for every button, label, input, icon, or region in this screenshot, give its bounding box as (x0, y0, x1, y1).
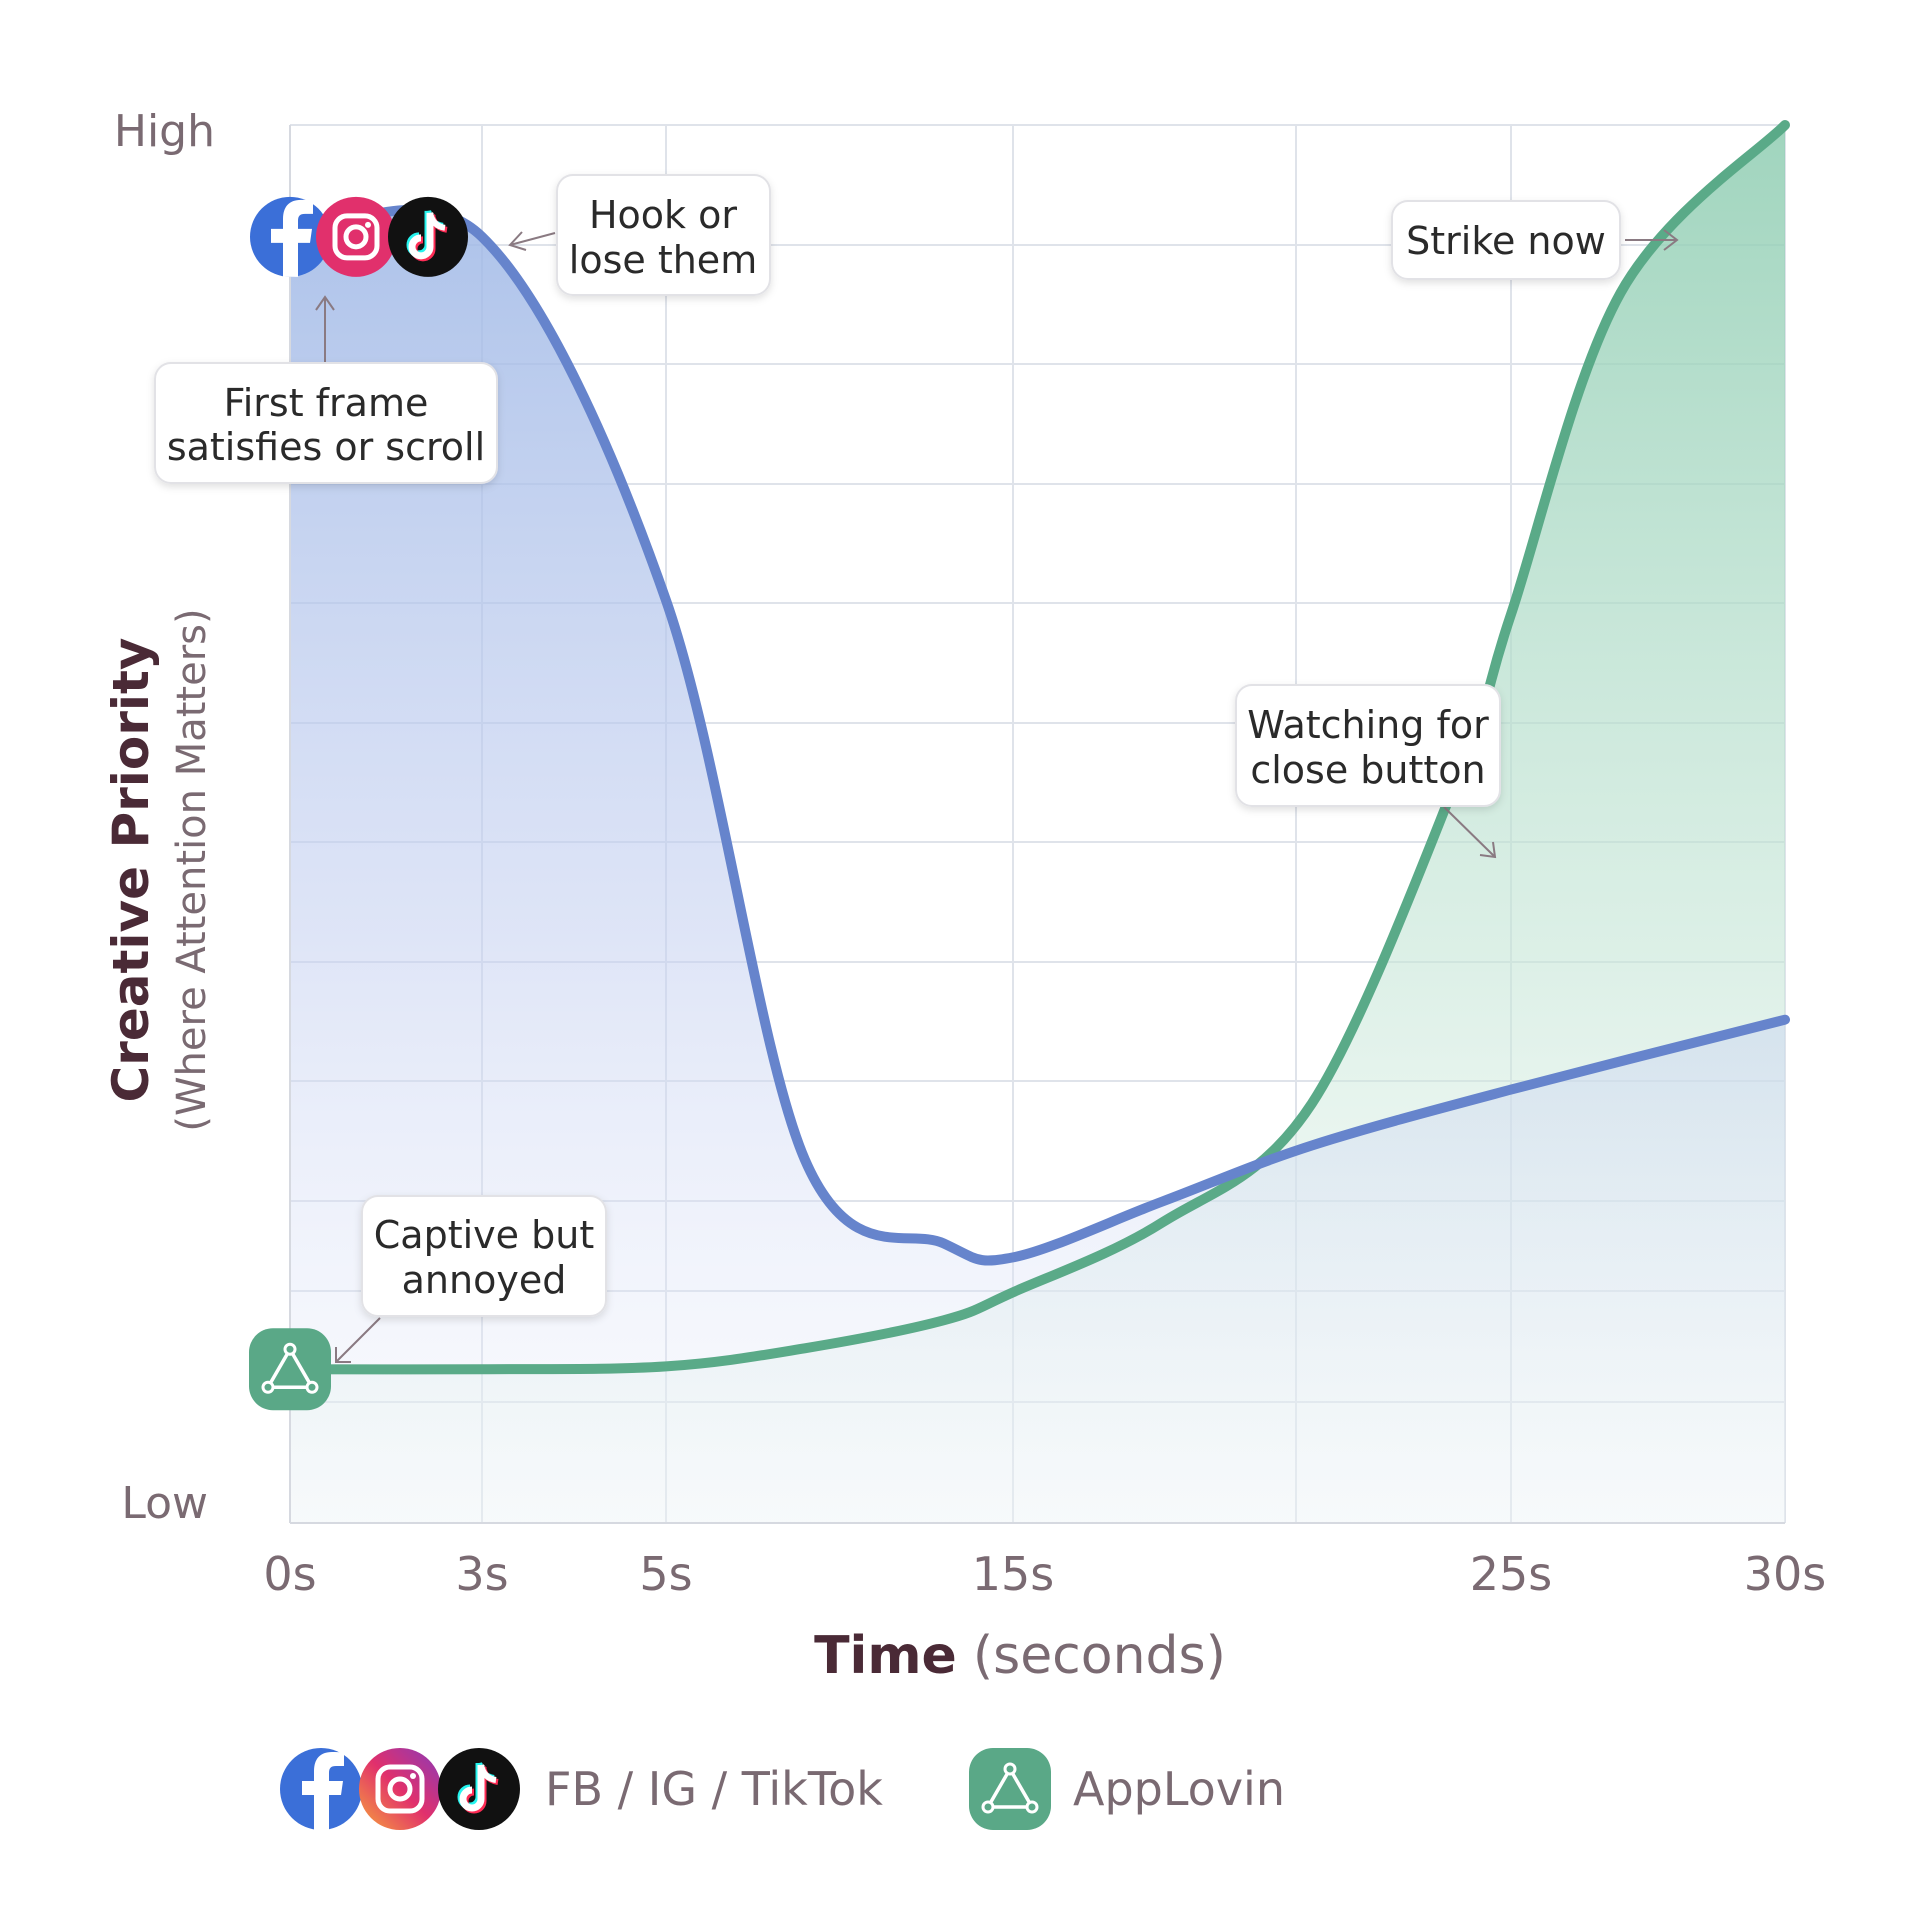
annotation-watching-line-1: Watching for (1247, 703, 1489, 747)
annotation-hook: Hook or lose them (510, 175, 770, 295)
annotation-hook-line-1: Hook or (589, 193, 737, 237)
instagram-icon (316, 197, 396, 277)
x-tick-label: 3s (455, 1547, 508, 1601)
annotation-captive-line-2: annoyed (402, 1258, 567, 1302)
x-axis-title: Time (seconds) (814, 1626, 1226, 1686)
y-axis-subtitle: (Where Attention Matters) (169, 608, 215, 1131)
tiktok-icon (438, 1748, 520, 1830)
annotation-strike-text: Strike now (1406, 219, 1606, 263)
annotation-captive-line-1: Captive but (374, 1213, 594, 1257)
y-axis-title: Creative Priority (102, 637, 160, 1102)
annotation-first-frame-line-2: satisfies or scroll (167, 425, 485, 469)
applovin-icon (969, 1748, 1051, 1830)
annotation-hook-line-2: lose them (569, 238, 757, 282)
tiktok-icon (388, 197, 468, 277)
annotation-first-frame-line-1: First frame (224, 381, 429, 425)
x-axis-title-rest: (seconds) (973, 1626, 1226, 1686)
x-tick-label: 5s (639, 1547, 692, 1601)
y-tick-low: Low (121, 1478, 208, 1529)
x-tick-label: 15s (972, 1547, 1055, 1601)
legend-label-applovin: AppLovin (1073, 1762, 1285, 1816)
annotation-watching-line-2: close button (1250, 748, 1485, 792)
applovin-icon (249, 1328, 331, 1410)
x-tick-label: 0s (263, 1547, 316, 1601)
legend: FB / IG / TikTok AppLovin (280, 1748, 1285, 1830)
x-tick-labels: 0s 3s 5s 15s 25s 30s (263, 1547, 1826, 1601)
legend-item-applovin: AppLovin (969, 1748, 1285, 1830)
x-axis-title-bold: Time (814, 1626, 957, 1686)
y-tick-high: High (114, 106, 215, 157)
x-tick-label: 30s (1744, 1547, 1827, 1601)
instagram-icon (359, 1748, 441, 1830)
legend-label-fb-ig-tiktok: FB / IG / TikTok (545, 1762, 883, 1816)
facebook-icon (280, 1748, 362, 1830)
legend-item-fb-ig-tiktok: FB / IG / TikTok (280, 1748, 883, 1830)
x-tick-label: 25s (1470, 1547, 1553, 1601)
